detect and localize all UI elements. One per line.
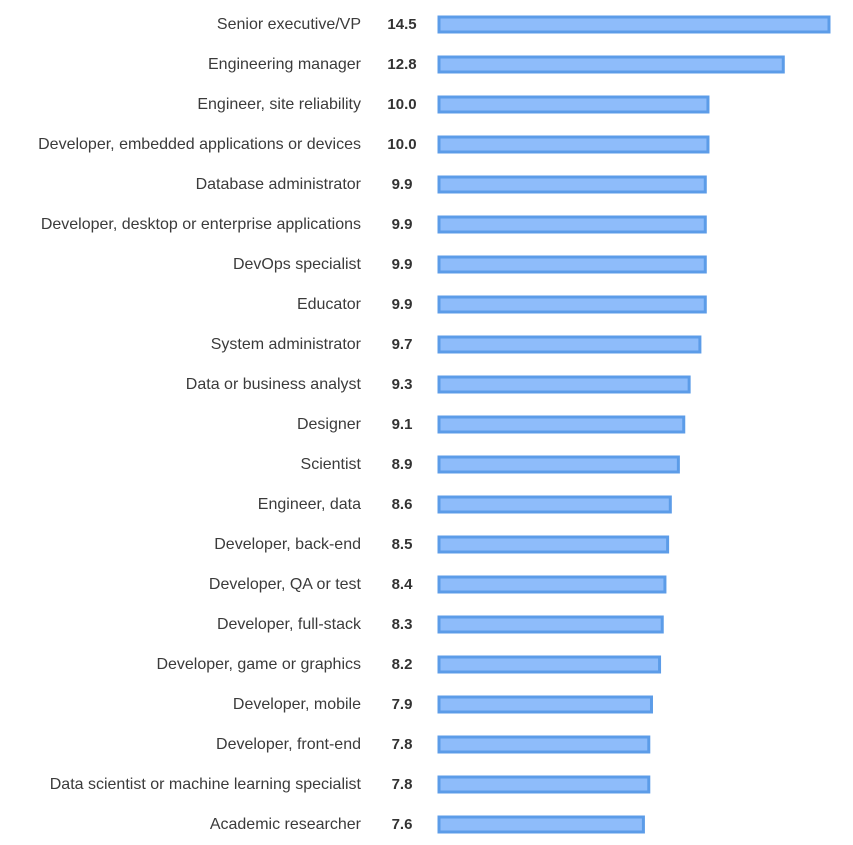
category-label: Developer, QA or test bbox=[209, 576, 362, 593]
bar-row: Academic researcher 7.6 bbox=[210, 815, 645, 834]
bar-row: Data or business analyst 9.3 bbox=[186, 375, 691, 394]
bar-row: Developer, embedded applications or devi… bbox=[38, 135, 710, 154]
value-label: 7.6 bbox=[392, 816, 413, 833]
category-label: System administrator bbox=[211, 336, 362, 353]
bar bbox=[437, 335, 702, 354]
value-label: 8.4 bbox=[392, 576, 414, 593]
category-label: Developer, desktop or enterprise applica… bbox=[41, 216, 361, 233]
value-label: 8.9 bbox=[392, 456, 413, 473]
value-label: 14.5 bbox=[387, 16, 416, 33]
bar-row: DevOps specialist 9.9 bbox=[233, 255, 707, 274]
bar bbox=[437, 55, 785, 74]
bar bbox=[437, 615, 664, 634]
value-label: 7.8 bbox=[392, 776, 413, 793]
category-label: Database administrator bbox=[196, 176, 362, 193]
value-label: 9.9 bbox=[392, 216, 413, 233]
bar-row: Developer, front-end 7.8 bbox=[216, 735, 651, 754]
bar bbox=[437, 735, 651, 754]
category-label: Developer, mobile bbox=[233, 696, 361, 713]
category-label: Developer, front-end bbox=[216, 736, 361, 753]
category-label: Data scientist or machine learning speci… bbox=[50, 776, 362, 793]
bar-row: Educator 9.9 bbox=[297, 295, 707, 314]
category-label: Data or business analyst bbox=[186, 376, 362, 393]
bar bbox=[437, 575, 667, 594]
category-label: Engineer, site reliability bbox=[197, 96, 361, 113]
category-label: Educator bbox=[297, 296, 362, 313]
bar-row: Developer, mobile 7.9 bbox=[233, 695, 653, 714]
value-label: 9.9 bbox=[392, 176, 413, 193]
bar-row: Engineer, data 8.6 bbox=[258, 495, 672, 514]
value-label: 9.7 bbox=[392, 336, 413, 353]
bar bbox=[437, 695, 653, 714]
bar bbox=[437, 815, 645, 834]
bar-row: Database administrator 9.9 bbox=[196, 175, 707, 194]
value-label: 7.9 bbox=[392, 696, 413, 713]
category-label: Designer bbox=[297, 416, 362, 433]
category-label: Developer, embedded applications or devi… bbox=[38, 136, 361, 153]
value-label: 9.3 bbox=[392, 376, 413, 393]
bar bbox=[437, 415, 686, 434]
bar bbox=[437, 215, 707, 234]
category-label: Developer, full-stack bbox=[217, 616, 362, 633]
bar-row: Scientist 8.9 bbox=[301, 455, 680, 474]
bar bbox=[437, 495, 672, 514]
bar-row: Senior executive/VP 14.5 bbox=[217, 15, 831, 34]
bar bbox=[437, 375, 691, 394]
value-label: 7.8 bbox=[392, 736, 413, 753]
bar-row: System administrator 9.7 bbox=[211, 335, 702, 354]
bar bbox=[437, 135, 710, 154]
value-label: 9.9 bbox=[392, 296, 413, 313]
bar-row: Designer 9.1 bbox=[297, 415, 686, 434]
category-label: Scientist bbox=[301, 456, 362, 473]
category-label: Academic researcher bbox=[210, 816, 362, 833]
category-label: Engineering manager bbox=[208, 56, 362, 73]
bar bbox=[437, 655, 662, 674]
bar-row: Engineering manager 12.8 bbox=[208, 55, 785, 74]
bar-row: Developer, QA or test 8.4 bbox=[209, 575, 667, 594]
bar bbox=[437, 295, 707, 314]
bar bbox=[437, 255, 707, 274]
value-label: 8.6 bbox=[392, 496, 413, 513]
category-label: Engineer, data bbox=[258, 496, 361, 513]
bar bbox=[437, 175, 707, 194]
category-label: Senior executive/VP bbox=[217, 16, 361, 33]
value-label: 9.1 bbox=[392, 416, 413, 433]
bar-row: Data scientist or machine learning speci… bbox=[50, 775, 651, 794]
bar bbox=[437, 15, 831, 34]
value-label: 9.9 bbox=[392, 256, 413, 273]
bar bbox=[437, 535, 670, 554]
value-label: 10.0 bbox=[387, 136, 416, 153]
bar-row: Developer, back-end 8.5 bbox=[214, 535, 670, 554]
bar bbox=[437, 775, 651, 794]
category-label: Developer, game or graphics bbox=[156, 656, 361, 673]
bar-row: Developer, game or graphics 8.2 bbox=[156, 655, 662, 674]
value-label: 8.5 bbox=[392, 536, 413, 553]
bar bbox=[437, 455, 680, 474]
bar-row: Engineer, site reliability 10.0 bbox=[197, 95, 710, 114]
bar-row: Developer, desktop or enterprise applica… bbox=[41, 215, 707, 234]
value-label: 8.2 bbox=[392, 656, 413, 673]
value-label: 8.3 bbox=[392, 616, 413, 633]
bar bbox=[437, 95, 710, 114]
bar-row: Developer, full-stack 8.3 bbox=[217, 615, 664, 634]
value-label: 12.8 bbox=[387, 56, 416, 73]
category-label: DevOps specialist bbox=[233, 256, 362, 273]
value-label: 10.0 bbox=[387, 96, 416, 113]
category-label: Developer, back-end bbox=[214, 536, 361, 553]
